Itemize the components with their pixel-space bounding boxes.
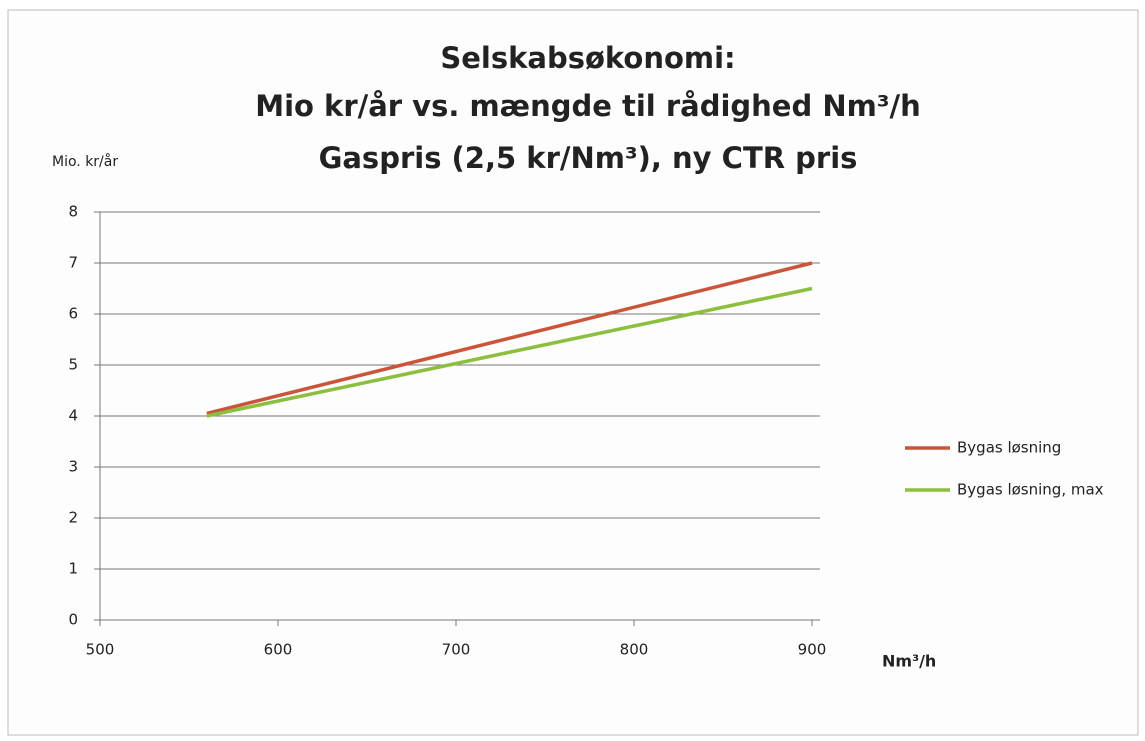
y-tick-label: 1 [68,560,78,578]
y-tick-label: 3 [68,458,78,476]
series-line [206,286,813,418]
y-tick-label: 0 [68,611,78,629]
x-tick-label: 900 [798,641,827,659]
y-tick-label: 2 [68,509,78,527]
y-axis-label: Mio. kr/år [52,153,118,170]
y-tick-label: 4 [68,407,78,425]
x-axis-label: Nm³/h [882,652,936,671]
x-tick-label: 800 [620,641,649,659]
y-tick-label: 8 [68,203,78,221]
chart-frame [7,9,1139,736]
x-tick-label: 700 [442,641,471,659]
y-tick-label: 5 [68,356,78,374]
chart-title: Mio kr/år vs. mængde til rådighed Nm³/h [255,89,921,123]
legend-label: Bygas løsning, max [957,481,1104,499]
x-tick-label: 500 [86,641,115,659]
chart-title: Selskabsøkonomi: [440,41,735,75]
y-tick-label: 7 [68,254,78,272]
legend-label: Bygas løsning [957,439,1061,457]
series-line [206,261,813,416]
chart-title: Gaspris (2,5 kr/Nm³), ny CTR pris [319,141,858,175]
y-tick-label: 6 [68,305,78,323]
x-tick-label: 600 [264,641,293,659]
